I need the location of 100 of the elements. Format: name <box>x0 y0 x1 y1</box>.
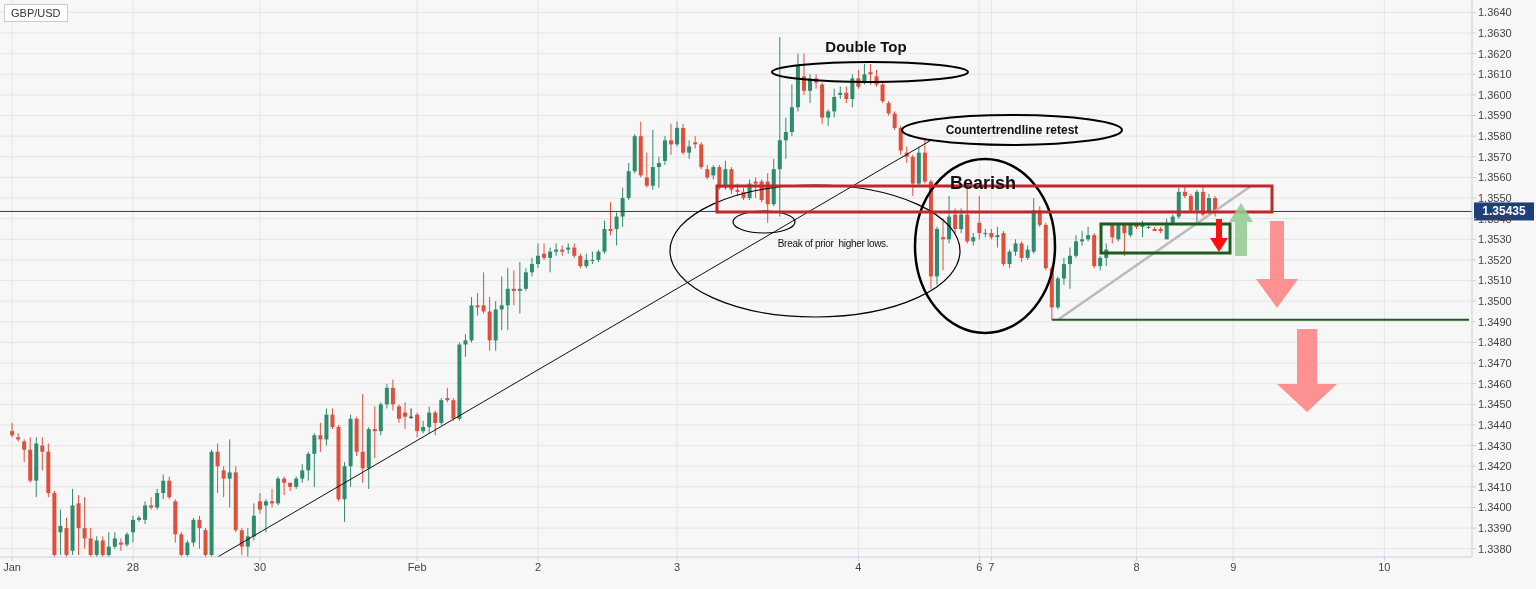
candlestick <box>396 403 401 424</box>
y-tick-label: 1.3510 <box>1478 274 1512 287</box>
candlestick <box>318 422 323 453</box>
y-tick-label: 1.3520 <box>1478 253 1512 266</box>
x-tick-label: 6 <box>976 560 983 573</box>
candlestick <box>1188 193 1193 213</box>
candlestick <box>542 242 547 261</box>
y-tick-label: 1.3580 <box>1478 130 1512 143</box>
y-tick-label: 1.3500 <box>1478 295 1512 308</box>
annotation: Countertrendline retest <box>945 123 1079 137</box>
text: GBP/USD <box>4 4 68 22</box>
candlestick <box>699 141 704 170</box>
candlestick <box>106 531 111 557</box>
candlestick <box>880 82 885 104</box>
y-tick-label: 1.3380 <box>1478 542 1512 555</box>
candlestick <box>94 535 99 557</box>
candlestick <box>783 117 788 160</box>
y-tick-label: 1.3530 <box>1478 233 1512 246</box>
candlestick <box>481 271 486 315</box>
candlestick <box>137 515 142 523</box>
y-tick-label: 1.3470 <box>1478 356 1512 369</box>
candlestick <box>239 527 244 556</box>
candlestick <box>644 152 649 189</box>
candlestick <box>463 333 468 358</box>
y-tick-label: 1.3490 <box>1478 315 1512 328</box>
candlestick <box>505 267 510 331</box>
candlestick <box>1074 234 1079 259</box>
y-tick-label: 1.3590 <box>1478 109 1512 122</box>
y-tick-label: 1.3410 <box>1478 480 1512 493</box>
candlestick <box>130 515 135 544</box>
candlestick <box>433 410 438 436</box>
candlestick <box>300 463 305 484</box>
candlestick <box>191 517 196 548</box>
candlestick <box>560 244 565 257</box>
candlestick <box>427 405 432 434</box>
candlestick <box>82 496 87 550</box>
candlestick <box>312 432 317 488</box>
y-tick-label: 1.3420 <box>1478 460 1512 473</box>
candlestick <box>517 261 522 315</box>
candlestick <box>675 121 680 147</box>
candlestick <box>263 498 268 533</box>
x-tick-label: Feb <box>407 560 427 573</box>
y-tick-label: 1.3630 <box>1478 26 1512 39</box>
annotation: Double Top <box>825 37 907 55</box>
candlestick <box>566 242 571 255</box>
candlestick <box>1061 257 1066 286</box>
candlestick <box>161 473 166 500</box>
y-tick-label: 1.3440 <box>1478 418 1512 431</box>
candlestick <box>143 500 148 525</box>
y-tick-label: 1.3460 <box>1478 377 1512 390</box>
x-tick-label: 10 <box>1378 560 1391 573</box>
candlestick <box>650 129 655 191</box>
candlestick <box>384 383 389 409</box>
candlestick <box>832 88 837 119</box>
candlestick <box>40 436 45 471</box>
x-tick-label: 30 <box>253 560 267 573</box>
candlestick <box>529 257 534 277</box>
candlestick <box>270 488 275 508</box>
candlestick <box>687 139 692 160</box>
candlestick <box>282 476 287 496</box>
candlestick <box>753 176 758 199</box>
candlestick <box>372 405 377 459</box>
candlestick <box>1007 249 1012 269</box>
y-tick-label: 1.3450 <box>1478 398 1512 411</box>
candlestick <box>1194 189 1199 224</box>
candlestick <box>415 412 420 438</box>
y-tick-label: 1.3400 <box>1478 501 1512 514</box>
y-tick-label: 1.3480 <box>1478 336 1512 349</box>
candlestick <box>868 63 873 86</box>
candlestick <box>995 226 1000 249</box>
candlestick <box>850 73 855 108</box>
candlestick <box>409 407 414 420</box>
candlestick <box>439 397 444 426</box>
candlestick <box>959 207 964 234</box>
x-tick-label: 8 <box>1133 560 1140 573</box>
candlestick <box>602 220 607 255</box>
candlestick <box>1019 240 1024 263</box>
y-tick-label: 1.3640 <box>1478 6 1512 19</box>
candlestick <box>360 393 365 484</box>
candlestick <box>227 438 232 508</box>
candlestick <box>403 401 407 430</box>
candlestick <box>197 515 202 550</box>
candlestick <box>1086 226 1091 242</box>
x-tick-label: 7 <box>988 560 995 573</box>
annotation: Break of prior higher lows. <box>777 237 889 249</box>
y-tick-label: 1.3430 <box>1478 439 1512 452</box>
candlestick <box>662 135 667 166</box>
y-tick-label: 1.3600 <box>1478 88 1512 101</box>
x-tick-label: 28 <box>126 560 140 573</box>
candlestick <box>668 123 673 156</box>
candlestick <box>590 251 595 265</box>
candlestick <box>330 407 335 430</box>
x-tick-label: 4 <box>855 560 862 573</box>
candlestick <box>548 247 553 273</box>
x-tick-label: 9 <box>1230 560 1237 573</box>
y-tick-label: 1.3620 <box>1478 47 1512 60</box>
candlestick <box>16 432 21 442</box>
candlestick <box>215 443 220 494</box>
candlestick <box>149 496 154 511</box>
candlestick <box>511 269 516 306</box>
